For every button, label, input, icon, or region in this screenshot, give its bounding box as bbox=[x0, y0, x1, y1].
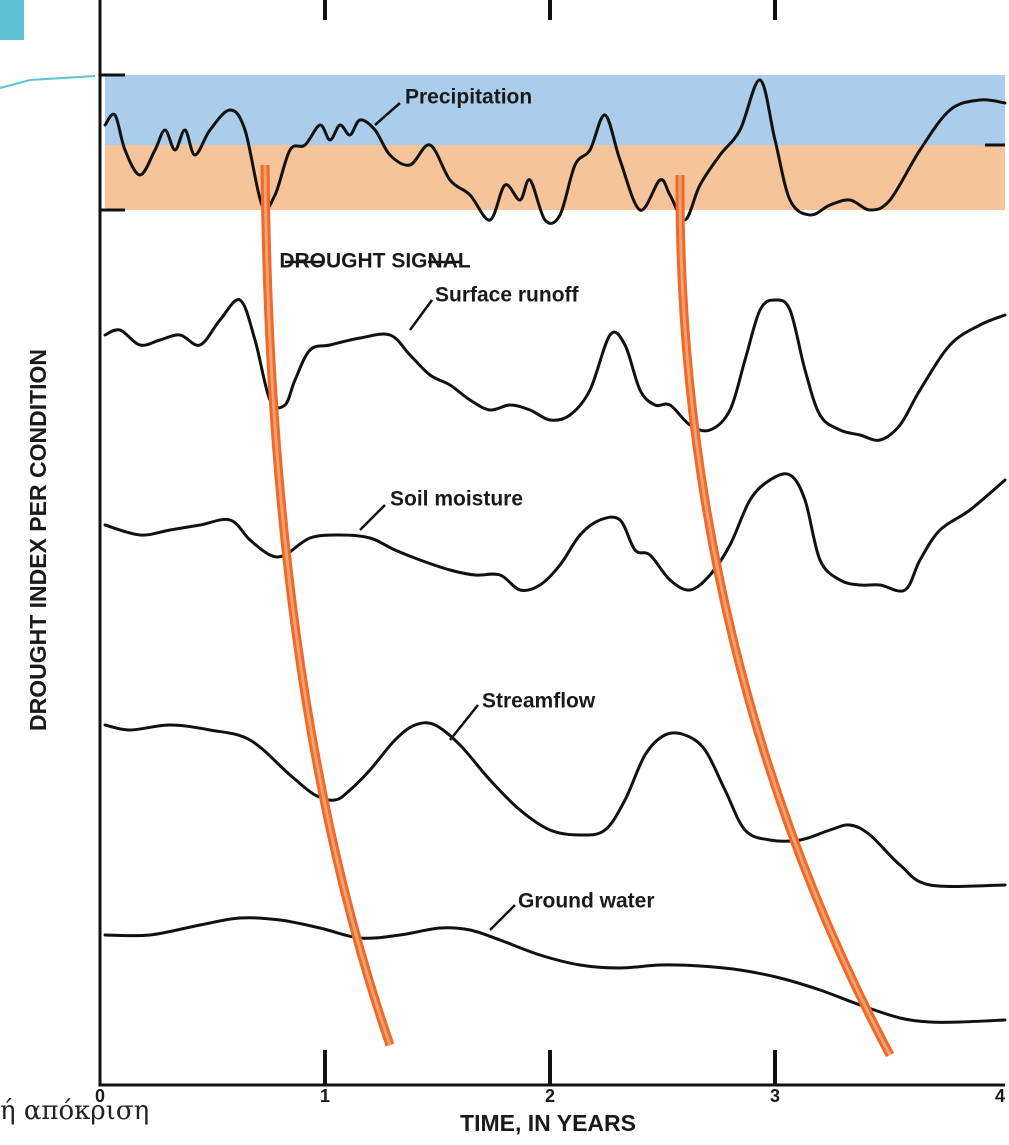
x-tick-label: 0 bbox=[95, 1086, 105, 1106]
x-tick-label: 4 bbox=[995, 1086, 1005, 1106]
drought-signal-path bbox=[263, 164, 392, 1046]
drought-signal-path bbox=[678, 174, 892, 1056]
curve-label: Soil moisture bbox=[390, 488, 523, 511]
curves bbox=[103, 78, 1007, 1024]
condition-curve bbox=[103, 472, 1007, 593]
slide-fragment bbox=[0, 0, 24, 40]
y-axis-label: DROUGHT INDEX PER CONDITION bbox=[25, 349, 51, 731]
leader-lines bbox=[285, 102, 516, 931]
condition-curve bbox=[103, 721, 1007, 888]
curve-label: DROUGHT SIGNAL bbox=[279, 250, 471, 273]
band-ticks bbox=[100, 73, 1005, 212]
slide-fragment-line bbox=[0, 75, 96, 89]
curve-label: Ground water bbox=[518, 890, 655, 913]
caption: ή απόκριση bbox=[0, 1096, 149, 1126]
plot-frame bbox=[98, 0, 1005, 1087]
x-tick-label: 3 bbox=[770, 1086, 780, 1106]
x-tick-label: 1 bbox=[320, 1086, 330, 1106]
drought-signal-path bbox=[675, 174, 894, 1058]
x-axis-label: TIME, IN YEARS bbox=[460, 1110, 636, 1136]
curve-label: Streamflow bbox=[482, 690, 596, 713]
curve-label: Precipitation bbox=[405, 86, 532, 109]
condition-curve bbox=[103, 78, 1007, 225]
x-tick-label: 2 bbox=[545, 1086, 555, 1106]
dry-band bbox=[105, 145, 1005, 210]
condition-curve bbox=[103, 298, 1007, 442]
curve-label: Surface runoff bbox=[435, 284, 580, 307]
drought-signal-path bbox=[260, 164, 395, 1047]
wet-band bbox=[105, 75, 1005, 145]
